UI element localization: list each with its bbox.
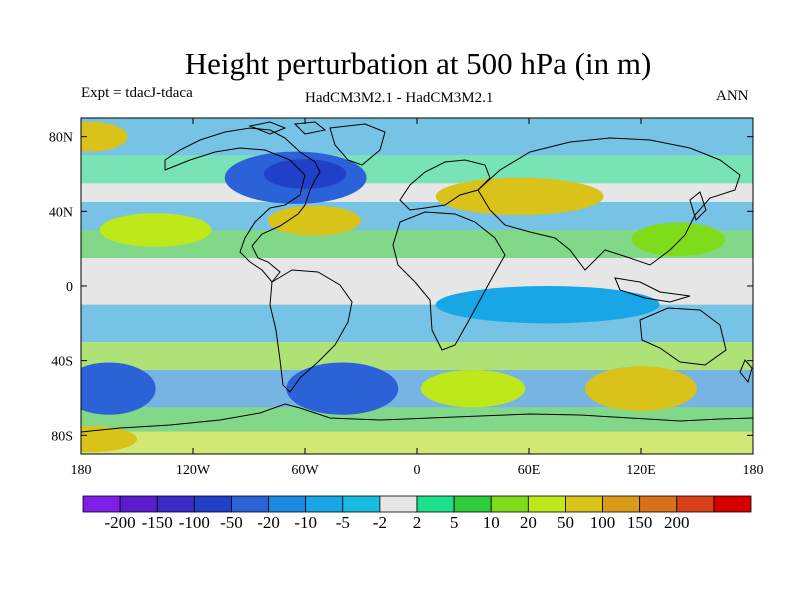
- field-plot: [81, 118, 753, 454]
- colorbar-swatch: [268, 495, 307, 513]
- colorbar: -200 -150 -100 -50 -20 -10 -5 -2 2 5 10 20 50 100 150 2…: [82, 495, 752, 532]
- lon-tick-label: 0: [414, 463, 421, 478]
- model-label: HadCM3M2.1 - HadCM3M2.1: [305, 90, 494, 106]
- feature-high-north-atlantic: [267, 205, 362, 236]
- feature-high-eurasia: [435, 177, 604, 216]
- colorbar-swatch: [490, 495, 529, 513]
- lon-tick-label: 60W: [291, 463, 319, 478]
- coastlines: [81, 121, 753, 433]
- colorbar-label: -50: [220, 513, 243, 532]
- feature-high-south-africa: [420, 370, 526, 408]
- feature-high-south-indian: [585, 366, 697, 412]
- feature-low-tropics-east: [435, 286, 660, 324]
- colorbar-label: -200: [105, 513, 136, 532]
- colorbar-swatch: [379, 495, 418, 513]
- field-band: [81, 431, 753, 454]
- lat-tick-label: 80S: [51, 429, 73, 444]
- axis-ticks: 80N 40N 0 40S 80S 180 120W 60W 0 60E 120E 180: [49, 118, 764, 478]
- colorbar-label: 100: [590, 513, 616, 532]
- colorbar-label: 10: [483, 513, 500, 532]
- lon-tick-label: 120E: [626, 463, 656, 478]
- colorbar-label: -100: [179, 513, 210, 532]
- colorbar-swatch: [156, 495, 195, 513]
- colorbar-label: -150: [142, 513, 173, 532]
- colorbar-label: -5: [336, 513, 350, 532]
- colorbar-swatch: [305, 495, 344, 513]
- colorbar-swatch: [602, 495, 641, 513]
- colorbar-label: -20: [257, 513, 280, 532]
- field-band: [81, 407, 753, 432]
- experiment-label: Expt = tdacJ-tdaca: [81, 85, 193, 101]
- colorbar-swatch: [231, 495, 269, 513]
- colorbar-label: -2: [373, 513, 387, 532]
- colorbar-swatch: [416, 495, 455, 513]
- colorbar-label: -10: [294, 513, 317, 532]
- feature-high-antarctic-west: [81, 426, 137, 453]
- colorbar-label: 20: [520, 513, 537, 532]
- colorbar-swatch: [342, 495, 381, 513]
- lat-tick-label: 40S: [51, 355, 73, 370]
- lon-tick-label: 180: [743, 463, 764, 478]
- colorbar-label: 50: [557, 513, 574, 532]
- colorbar-swatch: [639, 495, 678, 513]
- colorbar-label: 150: [627, 513, 653, 532]
- season-label: ANN: [716, 88, 749, 104]
- lat-tick-label: 40N: [49, 205, 73, 220]
- feature-high-east-asia: [631, 222, 725, 257]
- colorbar-label: 2: [413, 513, 422, 532]
- colorbar-swatch: [713, 495, 752, 513]
- lon-tick-label: 120W: [176, 463, 211, 478]
- map-title: Height perturbation at 500 hPa (in m): [184, 46, 652, 81]
- lat-tick-label: 80N: [49, 131, 73, 146]
- colorbar-swatch: [453, 495, 492, 513]
- lon-tick-label: 60E: [518, 463, 541, 478]
- colorbar-swatch: [82, 495, 121, 513]
- lon-tick-label: 180: [71, 463, 92, 478]
- field-band: [81, 118, 753, 156]
- colorbar-swatch: [676, 495, 715, 513]
- colorbar-swatch: [565, 495, 603, 513]
- field-band: [81, 342, 753, 370]
- feature-low-north-america-core: [263, 159, 347, 189]
- feature-high-north-pacific: [99, 213, 212, 247]
- colorbar-swatch: [527, 495, 566, 513]
- colorbar-label: 200: [664, 513, 690, 532]
- field-features: [81, 121, 725, 453]
- field-bands: [81, 118, 753, 454]
- feature-low-south-pacific: [81, 362, 156, 415]
- feature-low-south-atlantic: [286, 362, 399, 415]
- lat-tick-label: 0: [66, 280, 73, 295]
- colorbar-label: 5: [450, 513, 459, 532]
- colorbar-swatch: [193, 495, 232, 513]
- colorbar-swatch: [119, 495, 158, 513]
- feature-high-arctic-west: [81, 121, 128, 152]
